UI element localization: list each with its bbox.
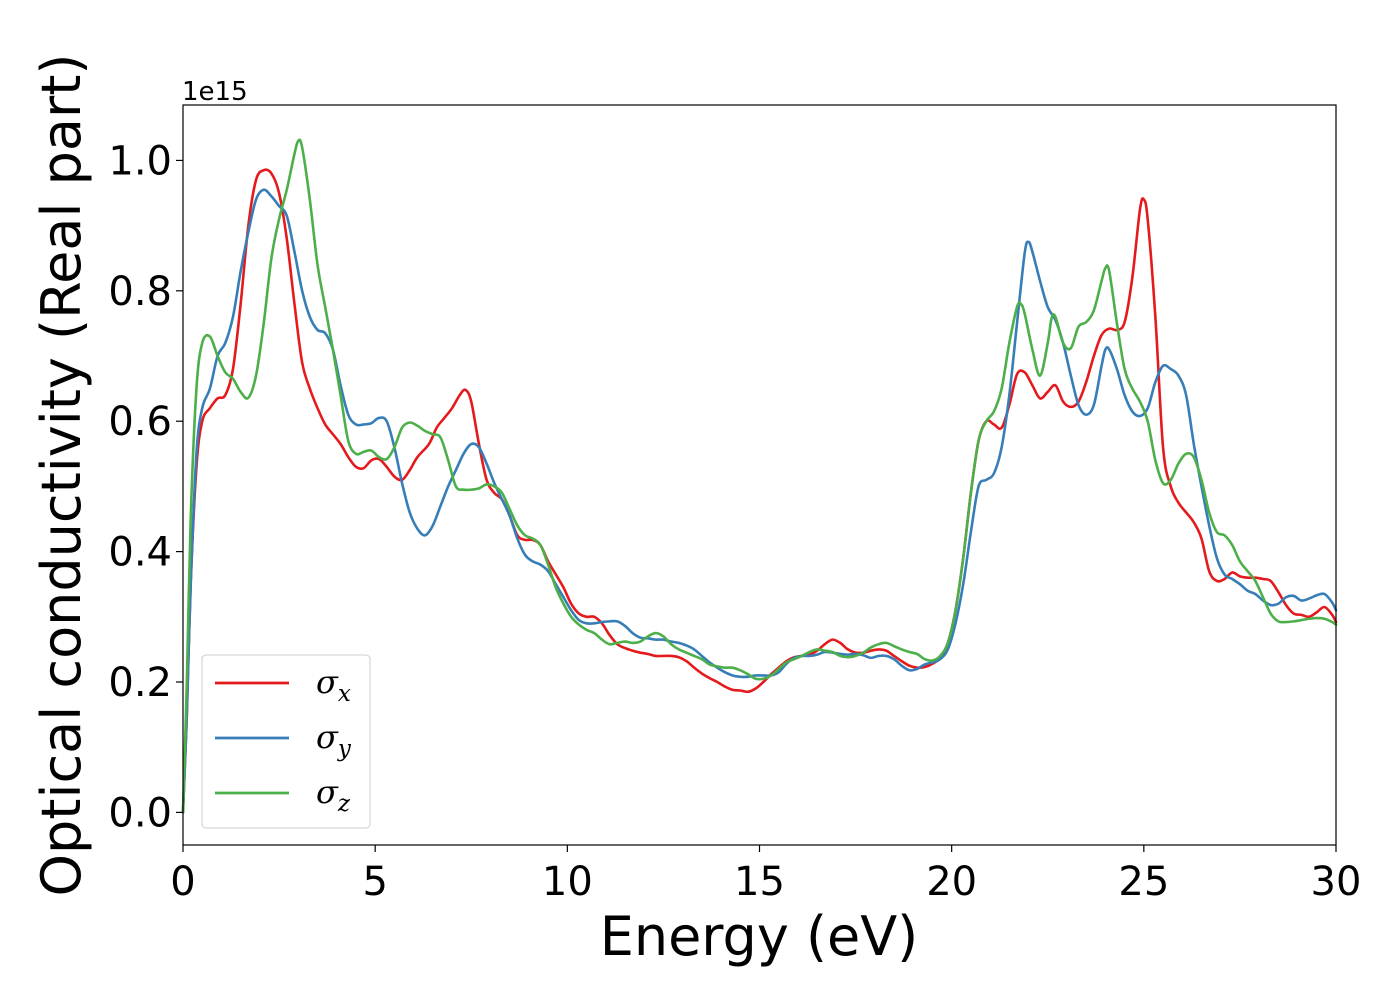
legend-frame [201, 654, 371, 829]
y-tick-label: 1.0 [108, 138, 172, 184]
series-line-sigma-z [181, 138, 1338, 814]
legend-label-subscript: z [337, 791, 351, 817]
y-tick-label: 0.0 [108, 790, 172, 836]
y-tick-label: 0.2 [108, 660, 172, 706]
y-tick-label: 0.4 [108, 530, 172, 576]
legend-label-subscript: x [338, 681, 351, 707]
series-layer [181, 138, 1338, 814]
y-axis-title: Optical conductivity (Real part) [30, 54, 93, 897]
x-tick-label: 30 [1311, 859, 1362, 905]
x-tick-label: 20 [926, 859, 977, 905]
x-axis-ticks: 0 5 10 15 20 25 30 [170, 845, 1361, 905]
x-axis-title: Energy (eV) [600, 905, 919, 968]
y-tick-label: 0.8 [108, 269, 172, 315]
y-axis-ticks: 0.0 0.2 0.4 0.6 0.8 1.0 [108, 138, 183, 836]
y-tick-label: 0.6 [108, 399, 172, 445]
x-tick-label: 15 [734, 859, 785, 905]
x-tick-label: 10 [542, 859, 593, 905]
series-line-sigma-x [181, 168, 1338, 814]
x-tick-label: 25 [1118, 859, 1169, 905]
y-offset-label: 1e15 [182, 77, 248, 107]
legend-label-subscript: y [337, 736, 352, 762]
series-line-sigma-y [181, 188, 1338, 814]
x-tick-label: 5 [362, 859, 387, 905]
x-tick-label: 0 [170, 859, 195, 905]
